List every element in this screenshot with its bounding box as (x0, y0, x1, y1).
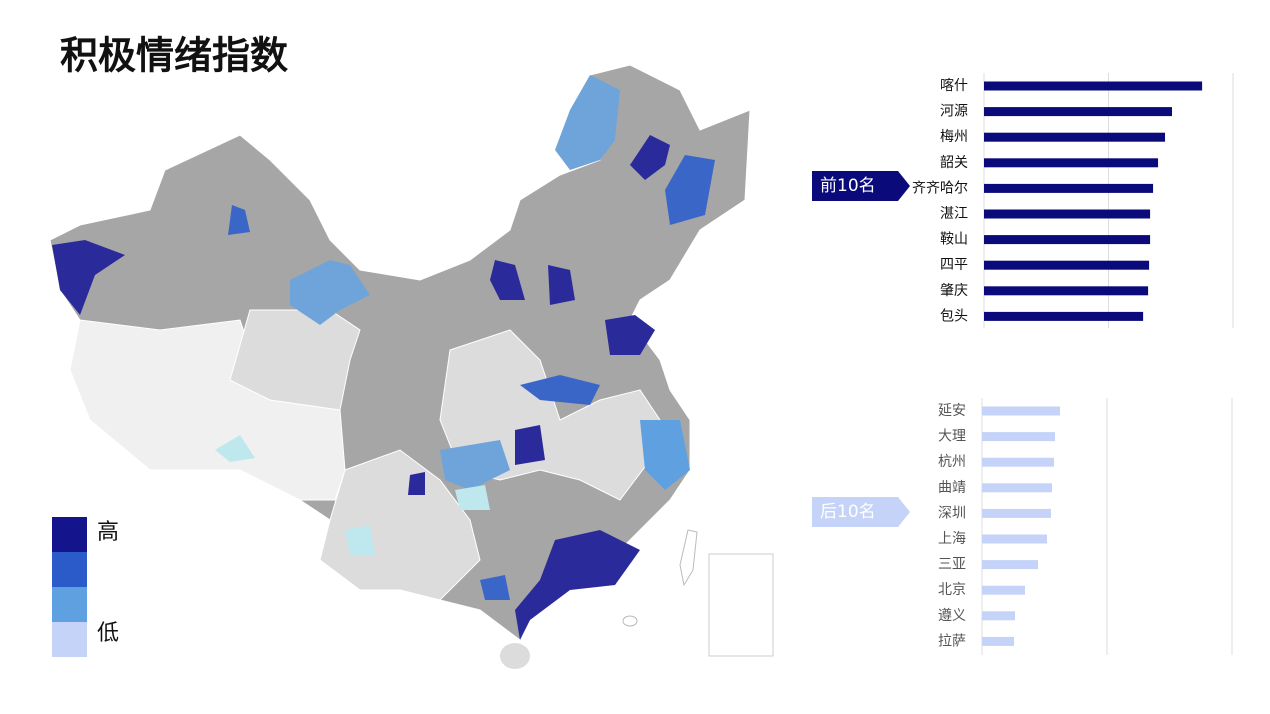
y-tick-label: 延安 (938, 403, 966, 419)
map-region (480, 575, 510, 600)
map-region (345, 525, 375, 555)
y-tick-label: 北京 (938, 582, 966, 598)
map-region (665, 155, 715, 225)
legend-label: 低 (97, 621, 119, 646)
badge-label: 后10名 (820, 502, 876, 522)
map-region (622, 615, 638, 627)
page-title: 积极情绪指数 (60, 34, 288, 78)
bar (984, 235, 1151, 245)
y-tick-label: 韶关 (940, 155, 968, 171)
map-region (290, 260, 370, 325)
badge (812, 171, 910, 201)
legend-swatch (52, 517, 87, 552)
legend-swatch (52, 587, 87, 622)
map-region (440, 440, 510, 490)
bar (984, 311, 1144, 321)
bar (984, 260, 1150, 270)
badge-label: 前10名 (820, 176, 876, 196)
badge (812, 497, 910, 527)
legend-swatch (52, 622, 87, 657)
y-tick-label: 深圳 (938, 505, 966, 521)
map-region (490, 260, 525, 300)
y-tick-label: 四平 (940, 257, 968, 273)
map-region (630, 135, 670, 180)
y-tick-label: 肇庆 (940, 283, 968, 299)
y-tick-label: 河源 (940, 104, 968, 120)
bar (984, 158, 1159, 168)
bar (984, 286, 1149, 296)
y-tick-label: 包头 (940, 308, 968, 324)
bar (982, 483, 1052, 493)
y-tick-label: 曲靖 (938, 480, 966, 496)
y-tick-label: 杭州 (938, 454, 966, 470)
y-tick-label: 大理 (938, 429, 966, 445)
legend-label: 高 (97, 520, 119, 545)
map (49, 64, 774, 669)
map-region (520, 375, 600, 405)
legend-swatch (52, 552, 87, 587)
bar (982, 457, 1054, 467)
bar (982, 508, 1051, 518)
bar (982, 432, 1055, 442)
bar (982, 636, 1014, 646)
y-tick-label: 梅州 (940, 129, 968, 145)
map-region (640, 420, 690, 490)
y-tick-label: 拉萨 (938, 633, 966, 649)
y-tick-label: 三亚 (938, 557, 966, 573)
bar (984, 132, 1166, 142)
map-inset (708, 553, 774, 657)
bar (984, 107, 1172, 117)
y-tick-label: 齐齐哈尔 (912, 180, 968, 196)
map-region (228, 205, 250, 235)
y-tick-label: 喀什 (940, 78, 968, 94)
map-region (605, 315, 655, 355)
bar (982, 534, 1047, 544)
map-region (548, 265, 575, 305)
bar (984, 209, 1151, 219)
bar (982, 585, 1025, 595)
map-region (52, 240, 125, 315)
map-region (679, 529, 698, 587)
bar (982, 406, 1060, 416)
bar (982, 611, 1015, 621)
map-region (500, 643, 530, 669)
map-region (555, 75, 620, 170)
map-region (215, 435, 255, 462)
map-region (515, 530, 640, 640)
bar (984, 81, 1203, 91)
y-tick-label: 鞍山 (940, 232, 968, 248)
map-region (319, 449, 481, 601)
y-tick-label: 遵义 (938, 607, 966, 624)
map-region (455, 485, 490, 510)
bar (984, 183, 1154, 193)
y-tick-label: 上海 (938, 531, 966, 547)
map-region (515, 425, 545, 465)
bar (982, 560, 1038, 570)
map-region (408, 472, 425, 495)
y-tick-label: 湛江 (940, 206, 968, 222)
